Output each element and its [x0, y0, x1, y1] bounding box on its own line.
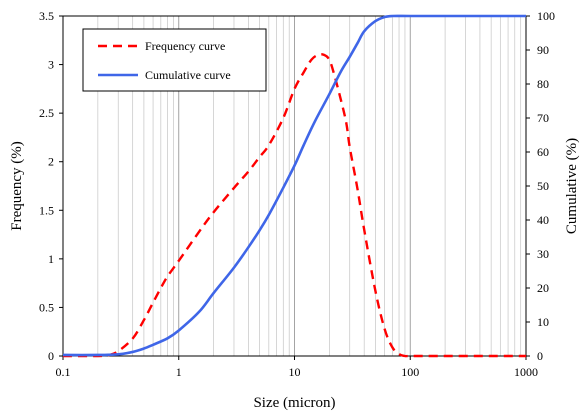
- y2-tick-label: 0: [537, 349, 543, 363]
- y2-tick-label: 40: [537, 213, 549, 227]
- legend-label-frequency: Frequency curve: [145, 39, 225, 53]
- legend-label-cumulative: Cumulative curve: [145, 68, 231, 82]
- y-tick-label: 2.5: [39, 106, 54, 120]
- y2-tick-label: 30: [537, 247, 549, 261]
- x-tick-label: 1: [176, 365, 182, 379]
- legend-box: [82, 28, 267, 92]
- y2-tick-label: 50: [537, 179, 549, 193]
- y2-tick-label: 80: [537, 77, 549, 91]
- x-axis-title: Size (micron): [253, 395, 335, 411]
- series-lines: [62, 14, 526, 358]
- y-tick-label: 3: [48, 58, 54, 72]
- y-tick-label: 0.5: [39, 300, 54, 314]
- y-tick-label: 3.5: [39, 9, 54, 23]
- y2-tick-label: 100: [537, 9, 555, 23]
- x-tick-label: 1000: [514, 365, 538, 379]
- y-axis-title: Frequency (%): [9, 141, 25, 231]
- y-tick-label: 1: [48, 252, 54, 266]
- axis-ticks: 0.1 1 10 100 1000 0 0.5 1 1.5 2 2.5 3 3.5 0 10 20 30 40 50…: [39, 9, 555, 379]
- series-line-frequency: [62, 53, 526, 358]
- y-tick-label: 1.5: [39, 203, 54, 217]
- y2-tick-label: 20: [537, 281, 549, 295]
- y-tick-label: 2: [48, 155, 54, 169]
- x-tick-label: 10: [289, 365, 301, 379]
- y-tick-label: 0: [48, 349, 54, 363]
- series-line-cumulative: [62, 14, 526, 357]
- legend: Frequency curve Cumulative curve: [82, 28, 267, 92]
- y2-tick-label: 60: [537, 145, 549, 159]
- x-tick-label: 100: [401, 365, 419, 379]
- y2-axis-title: Cumulative (%): [564, 138, 580, 234]
- y2-tick-label: 70: [537, 111, 549, 125]
- y2-tick-label: 90: [537, 43, 549, 57]
- x-tick-label: 0.1: [56, 365, 71, 379]
- y2-tick-label: 10: [537, 315, 549, 329]
